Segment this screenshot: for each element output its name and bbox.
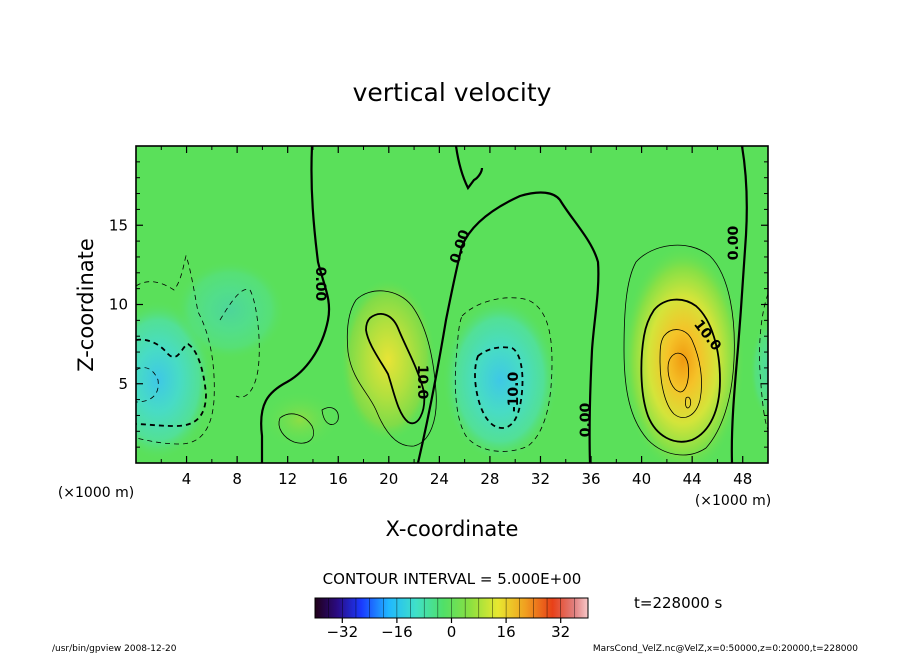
pos-contour-right-25 bbox=[685, 396, 692, 409]
x-tick-label: 8 bbox=[232, 470, 242, 488]
y-axis-ticks: 5 10 15 bbox=[109, 161, 768, 448]
x-tick-label: 44 bbox=[683, 470, 702, 488]
contour-label-zero-1: 0.00 bbox=[312, 267, 328, 302]
y-axis-title: Z-coordinate bbox=[74, 238, 98, 372]
y-tick-label: 5 bbox=[118, 375, 128, 393]
pos-contour-low-5 bbox=[278, 413, 314, 444]
x-tick-label: 24 bbox=[430, 470, 449, 488]
plot-area: 0.00 0.00 0.00 0.00 10.0 -10.0 10.0 bbox=[136, 146, 768, 463]
negative-contours bbox=[136, 254, 768, 452]
pos-contour-center-10 bbox=[365, 313, 426, 425]
zero-contour-3 bbox=[730, 146, 748, 463]
footer-left: /usr/bin/gpview 2008-12-20 bbox=[52, 644, 177, 654]
time-text: t=228000 s bbox=[634, 594, 722, 612]
neg-contour-left-15 bbox=[136, 367, 159, 403]
x-tick-label: 36 bbox=[581, 470, 600, 488]
colorbar-tick-label: 16 bbox=[497, 623, 516, 641]
pos-contour-right-15 bbox=[659, 329, 702, 418]
pos-contour-right-20 bbox=[667, 352, 689, 393]
colorbar-tick-label: −16 bbox=[381, 623, 413, 641]
contour-label-zero-4: 0.00 bbox=[726, 225, 742, 260]
y-tick-label: 15 bbox=[109, 216, 128, 234]
contour-interval-text: CONTOUR INTERVAL = 5.000E+00 bbox=[323, 570, 582, 588]
contour-label-pos-center: 10.0 bbox=[414, 365, 430, 400]
colorbar-tick-label: −32 bbox=[326, 623, 358, 641]
cool-region-left-upper bbox=[175, 260, 285, 360]
contour-label-zero-3: 0.00 bbox=[578, 402, 594, 437]
x-tick-label: 12 bbox=[278, 470, 297, 488]
x-unit-label-left: (×1000 m) bbox=[58, 485, 134, 501]
neg-contour-center-10 bbox=[474, 346, 524, 429]
x-axis-title: X-coordinate bbox=[386, 517, 519, 541]
zero-contour-2 bbox=[416, 146, 600, 463]
warm-region-center bbox=[340, 278, 436, 442]
zero-contours bbox=[260, 146, 748, 463]
x-tick-label: 20 bbox=[379, 470, 398, 488]
pos-contour-right-5 bbox=[623, 244, 735, 456]
colorbar-ticks: −32 −16 0 16 32 bbox=[314, 598, 589, 641]
neg-contour-left-5b bbox=[219, 288, 260, 398]
warm-region-low bbox=[260, 390, 340, 450]
contour-label-neg-center: -10.0 bbox=[506, 372, 522, 413]
colorbar-tick-label: 32 bbox=[551, 623, 570, 641]
x-axis-ticks: 4 8 12 16 20 24 28 32 36 40 44 48 bbox=[160, 146, 752, 488]
x-tick-label: 28 bbox=[480, 470, 499, 488]
x-tick-label: 48 bbox=[733, 470, 752, 488]
pos-contour-center-5 bbox=[346, 290, 437, 447]
pos-contour-right-10 bbox=[640, 298, 721, 443]
warm-region-right bbox=[621, 245, 745, 463]
x-tick-label: 16 bbox=[329, 470, 348, 488]
colorbar-tick-label: 0 bbox=[447, 623, 457, 641]
x-unit-label-right: (×1000 m) bbox=[695, 493, 771, 509]
footer-right: MarsCond_VelZ.nc@VelZ,x=0:50000,z=0:2000… bbox=[593, 644, 858, 654]
y-tick-label: 10 bbox=[109, 296, 128, 314]
neg-contour-left-10 bbox=[136, 338, 207, 427]
pos-contour-low-5b bbox=[321, 407, 339, 425]
colorbar: −32 −16 0 16 32 bbox=[314, 597, 589, 641]
zero-contour-1 bbox=[260, 146, 331, 463]
chart-title: vertical velocity bbox=[353, 78, 552, 107]
positive-contours bbox=[278, 244, 735, 456]
cool-region-center bbox=[442, 298, 558, 462]
neg-contour-left-5 bbox=[136, 254, 215, 445]
cool-region-right-edge bbox=[750, 320, 768, 420]
x-tick-label: 40 bbox=[632, 470, 651, 488]
x-tick-label: 4 bbox=[182, 470, 192, 488]
x-tick-label: 32 bbox=[531, 470, 550, 488]
